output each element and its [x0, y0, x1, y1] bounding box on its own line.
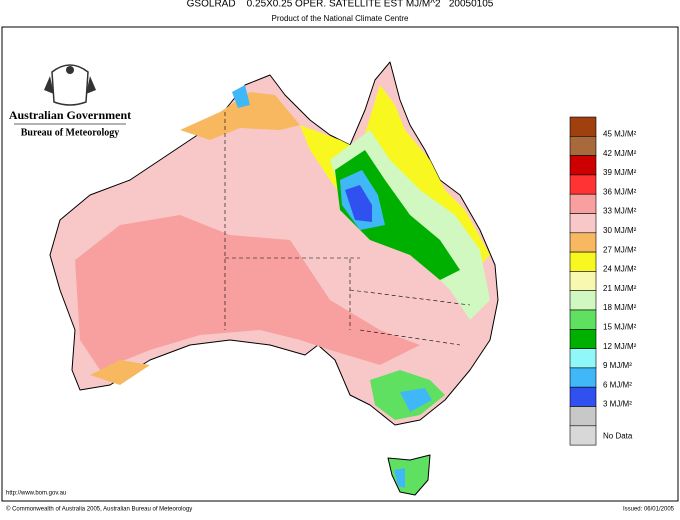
- legend: 45 MJ/M² 42 MJ/M² 39 MJ/M² 36 MJ/M² 33 MJ/M²…: [569, 116, 637, 446]
- logo-line2: Bureau of Meteorology: [21, 127, 120, 138]
- legend-label: 42 MJ/M²: [603, 149, 637, 158]
- legend-swatch: [569, 290, 597, 311]
- logo: Australian Government Bureau of Meteorol…: [9, 64, 131, 138]
- legend-swatch: [569, 155, 597, 176]
- legend-label: No Data: [603, 431, 633, 440]
- legend-label: 24 MJ/M²: [603, 265, 637, 274]
- legend-swatch: [569, 309, 597, 330]
- logo-line1: Australian Government: [9, 108, 131, 122]
- zone-north: [232, 85, 250, 108]
- frame: [1, 26, 679, 502]
- legend-label: 18 MJ/M²: [603, 303, 637, 312]
- legend-swatch: [569, 425, 597, 446]
- legend-label: 45 MJ/M²: [603, 129, 637, 138]
- zone-3: [345, 185, 372, 222]
- legend-label: 27 MJ/M²: [603, 245, 637, 254]
- legend-label: 36 MJ/M²: [603, 187, 637, 196]
- legend-label: 21 MJ/M²: [603, 284, 637, 293]
- legend-label: 15 MJ/M²: [603, 322, 637, 331]
- legend-swatch: [569, 251, 597, 272]
- zone-33: [75, 215, 420, 370]
- legend-label: 39 MJ/M²: [603, 168, 637, 177]
- legend-swatch: [569, 213, 597, 234]
- issued: Issued: 06/01/2005: [623, 507, 675, 513]
- legend-swatch: [569, 271, 597, 291]
- borders: [224, 112, 471, 346]
- legend-swatch: [569, 193, 597, 214]
- legend-swatch: [569, 348, 597, 369]
- zone-se-blue: [400, 388, 432, 412]
- legend-swatch: [569, 232, 597, 253]
- legend-label: 12 MJ/M²: [603, 342, 637, 351]
- legend-swatch: [569, 174, 597, 195]
- subtitle: Product of the National Climate Centre: [272, 14, 410, 23]
- legend-swatch: [569, 406, 597, 427]
- title: GSOLRAD 0.25X0.25 OPER. SATELLITE EST MJ…: [187, 0, 494, 10]
- legend-swatch: [569, 136, 597, 156]
- url: http://www.bom.gov.au: [6, 491, 66, 497]
- legend-swatch: [569, 116, 597, 137]
- map: [49, 61, 499, 496]
- legend-label: 9 MJ/M²: [603, 361, 632, 370]
- legend-label: 30 MJ/M²: [603, 226, 637, 235]
- legend-swatch: [569, 367, 597, 388]
- legend-label: 3 MJ/M²: [603, 400, 632, 409]
- copyright: © Commonwealth of Australia 2005, Austra…: [6, 506, 192, 513]
- legend-swatch: [569, 386, 597, 407]
- tasmania-blue: [394, 468, 405, 488]
- legend-label: 6 MJ/M²: [603, 380, 632, 389]
- zone-27: [90, 92, 300, 385]
- legend-swatch: [569, 328, 597, 349]
- legend-label: 33 MJ/M²: [603, 207, 637, 216]
